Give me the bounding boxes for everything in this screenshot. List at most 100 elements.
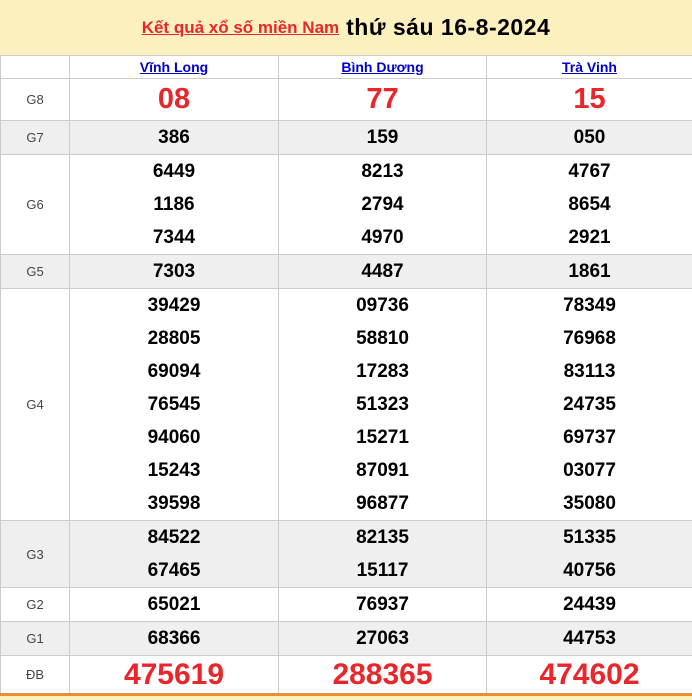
results-table: Vĩnh Long Bình Dương Trà Vinh G8 08 77 15 G7… [0, 55, 692, 696]
prize-numbers-cell: 65021 [69, 587, 279, 622]
prize-numbers-cell: 82135 15117 [278, 520, 487, 588]
table-row: G2 65021 76937 24439 [0, 587, 692, 622]
prize-number: 69737 [563, 427, 616, 448]
prize-label: G7 [0, 120, 70, 155]
table-row: G8 08 77 15 [0, 78, 692, 121]
table-row: G5 7303 4487 1861 [0, 254, 692, 289]
prize-number: 2921 [568, 227, 611, 248]
prize-number: 050 [573, 127, 606, 148]
prize-number: 76968 [563, 328, 616, 349]
prize-numbers-cell: 27063 [278, 621, 487, 656]
prize-numbers-cell: 24439 [486, 587, 692, 622]
prize-number: 82135 [356, 527, 409, 548]
prize-column-header-empty [0, 55, 70, 79]
prize-numbers-cell: 4487 [278, 254, 487, 289]
prize-number: 44753 [563, 628, 616, 649]
prize-number: 28805 [147, 328, 201, 349]
prize-number: 68366 [147, 628, 201, 649]
prize-number: 288365 [332, 658, 433, 691]
prize-number: 15243 [147, 460, 201, 481]
prize-number: 2794 [361, 194, 404, 215]
prize-number: 8654 [568, 194, 611, 215]
prize-number: 6449 [152, 161, 196, 182]
prize-number: 96877 [356, 493, 409, 514]
prize-numbers-cell: 159 [278, 120, 487, 155]
prize-numbers-cell: 77 [278, 78, 487, 121]
prize-numbers-cell: 68366 [69, 621, 279, 656]
prize-numbers-cell: 51335 40756 [486, 520, 692, 588]
prize-number: 84522 [147, 527, 201, 548]
prize-number: 15117 [356, 560, 409, 581]
prize-number: 8213 [361, 161, 404, 182]
prize-label: G2 [0, 587, 70, 622]
prize-number: 475619 [123, 658, 225, 691]
table-row: G4 39429 28805 69094 76545 94060 15243 39598 097… [0, 288, 692, 521]
province-header: Trà Vinh [486, 55, 692, 79]
prize-number: 76545 [147, 394, 201, 415]
prize-number: 65021 [147, 594, 201, 615]
prize-number: 76937 [356, 594, 409, 615]
prize-number: 58810 [356, 328, 409, 349]
prize-label: G8 [0, 78, 70, 121]
prize-numbers-cell: 84522 67465 [69, 520, 279, 588]
province-header: Vĩnh Long [69, 55, 279, 79]
prize-label: G1 [0, 621, 70, 656]
prize-number: 159 [366, 127, 399, 148]
prize-numbers-cell: 4767 8654 2921 [486, 154, 692, 255]
prize-number: 474602 [539, 658, 640, 691]
table-row: ĐB 475619 288365 474602 [0, 655, 692, 695]
prize-number: 78349 [563, 295, 616, 316]
prize-number: 7344 [152, 227, 196, 248]
prize-number: 51323 [356, 394, 409, 415]
prize-numbers-cell: 78349 76968 83113 24735 69737 03077 35080 [486, 288, 692, 521]
prize-numbers-cell: 76937 [278, 587, 487, 622]
prize-number: 386 [158, 127, 190, 148]
prize-number: 87091 [356, 460, 409, 481]
prize-label: G5 [0, 254, 70, 289]
prize-number: 69094 [147, 361, 201, 382]
prize-numbers-cell: 1861 [486, 254, 692, 289]
prize-number: 17283 [356, 361, 409, 382]
prize-number: 1186 [153, 194, 195, 215]
prize-number: 7303 [152, 261, 196, 282]
prize-numbers-cell: 475619 [69, 655, 279, 695]
province-link-tra-vinh[interactable]: Trà Vinh [562, 59, 617, 75]
prize-number: 15271 [356, 427, 409, 448]
prize-numbers-cell: 15 [486, 78, 692, 121]
prize-number: 77 [366, 83, 399, 115]
prize-numbers-cell: 44753 [486, 621, 692, 656]
prize-numbers-cell: 09736 58810 17283 51323 15271 87091 96877 [278, 288, 487, 521]
results-body: G8 08 77 15 G7 386 159 050 G6 6449 1186 7344 8213 279… [0, 78, 692, 695]
prize-number: 03077 [563, 460, 616, 481]
title-link[interactable]: Kết quả xổ số miền Nam [141, 17, 340, 37]
province-link-vinh-long[interactable]: Vĩnh Long [139, 59, 209, 75]
prize-number: 24735 [563, 394, 616, 415]
prize-number: 35080 [563, 493, 616, 514]
title-date: thứ sáu 16-8-2024 [346, 14, 551, 40]
prize-number: 39598 [147, 493, 201, 514]
prize-number: 4487 [361, 261, 404, 282]
prize-numbers-cell: 6449 1186 7344 [69, 154, 279, 255]
prize-number: 4767 [568, 161, 611, 182]
province-link-binh-duong[interactable]: Bình Dương [341, 59, 424, 75]
page-title: Kết quả xổ số miền Nam thứ sáu 16-8-2024 [0, 0, 692, 55]
prize-numbers-cell: 39429 28805 69094 76545 94060 15243 39598 [69, 288, 279, 521]
header-row: Vĩnh Long Bình Dương Trà Vinh [0, 55, 692, 79]
prize-number: 83113 [563, 361, 616, 382]
prize-label: G3 [0, 520, 70, 588]
prize-numbers-cell: 474602 [486, 655, 692, 695]
prize-label: G6 [0, 154, 70, 255]
prize-number: 4970 [361, 227, 404, 248]
prize-number: 94060 [147, 427, 201, 448]
prize-numbers-cell: 386 [69, 120, 279, 155]
prize-number: 08 [157, 83, 191, 115]
prize-numbers-cell: 050 [486, 120, 692, 155]
prize-numbers-cell: 7303 [69, 254, 279, 289]
prize-numbers-cell: 8213 2794 4970 [278, 154, 487, 255]
table-row: G7 386 159 050 [0, 120, 692, 155]
prize-number: 67465 [147, 560, 201, 581]
prize-number: 1861 [568, 261, 611, 282]
prize-label: ĐB [0, 655, 70, 695]
table-row: G1 68366 27063 44753 [0, 621, 692, 656]
prize-number: 15 [573, 83, 606, 115]
